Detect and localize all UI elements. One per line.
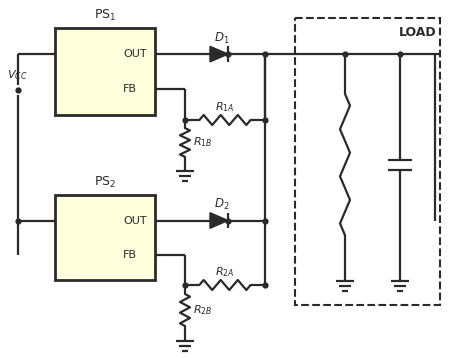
Text: FB: FB — [123, 250, 137, 260]
Text: $\mathrm{PS}_2$: $\mathrm{PS}_2$ — [94, 175, 116, 190]
Polygon shape — [210, 46, 228, 62]
Text: LOAD: LOAD — [398, 26, 436, 39]
Text: FB: FB — [123, 84, 137, 94]
Bar — [55, 195, 155, 280]
Text: $R_{1B}$: $R_{1B}$ — [193, 136, 213, 149]
Text: $V_{CC}$: $V_{CC}$ — [7, 68, 27, 82]
Text: $R_{1A}$: $R_{1A}$ — [215, 100, 235, 114]
Polygon shape — [210, 213, 228, 228]
Text: OUT: OUT — [123, 216, 147, 226]
Bar — [295, 18, 440, 305]
Text: $R_{2A}$: $R_{2A}$ — [215, 265, 235, 279]
Text: $D_2$: $D_2$ — [214, 197, 230, 212]
Text: $\mathrm{PS}_1$: $\mathrm{PS}_1$ — [94, 8, 116, 23]
Text: OUT: OUT — [123, 49, 147, 59]
Text: $R_{2B}$: $R_{2B}$ — [193, 303, 213, 317]
Text: $D_1$: $D_1$ — [214, 30, 230, 46]
Bar — [55, 28, 155, 115]
